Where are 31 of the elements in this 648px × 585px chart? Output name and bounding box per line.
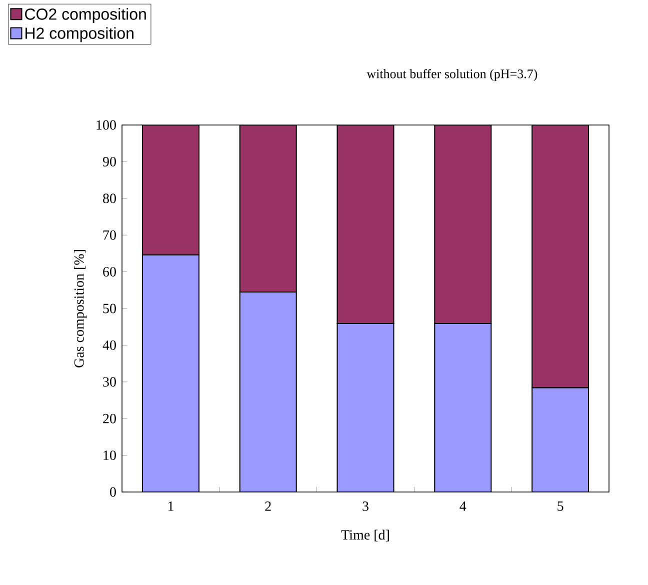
y-tick-label: 100 [96,120,116,130]
bar [142,124,200,256]
bar [532,124,590,388]
y-tick-label: 30 [103,377,116,387]
y-tick-label: 0 [110,487,116,497]
bar [142,254,200,492]
x-tick-label: 1 [168,502,174,511]
x-tick-label: 5 [558,502,564,511]
y-tick-label: 10 [104,450,116,460]
bar [336,124,394,324]
y-tick-label: 50 [103,304,116,314]
x-tick-label: 2 [265,502,271,511]
x-tick-label: 4 [460,502,466,511]
bar [434,323,492,492]
y-tick-label: 20 [103,414,116,424]
y-tick-label: 60 [103,267,116,277]
bar [532,387,590,492]
bar [239,124,297,292]
legend-label: CO2 composition [25,8,146,23]
y-tick-label: 40 [102,340,116,350]
bar [336,323,394,492]
y-tick-label: 80 [103,194,116,204]
x-axis-title: Time [d] [341,530,389,542]
chart-title: without buffer solution (pH=3.7) [366,69,538,81]
y-tick-label: 90 [102,156,116,166]
x-tick-label: 3 [362,502,368,511]
y-tick-label: 70 [103,230,116,240]
y-axis-title: Gas composition [%] [74,250,87,368]
bar [239,291,297,492]
legend-label: H2 composition [26,27,134,42]
bar [434,124,492,324]
